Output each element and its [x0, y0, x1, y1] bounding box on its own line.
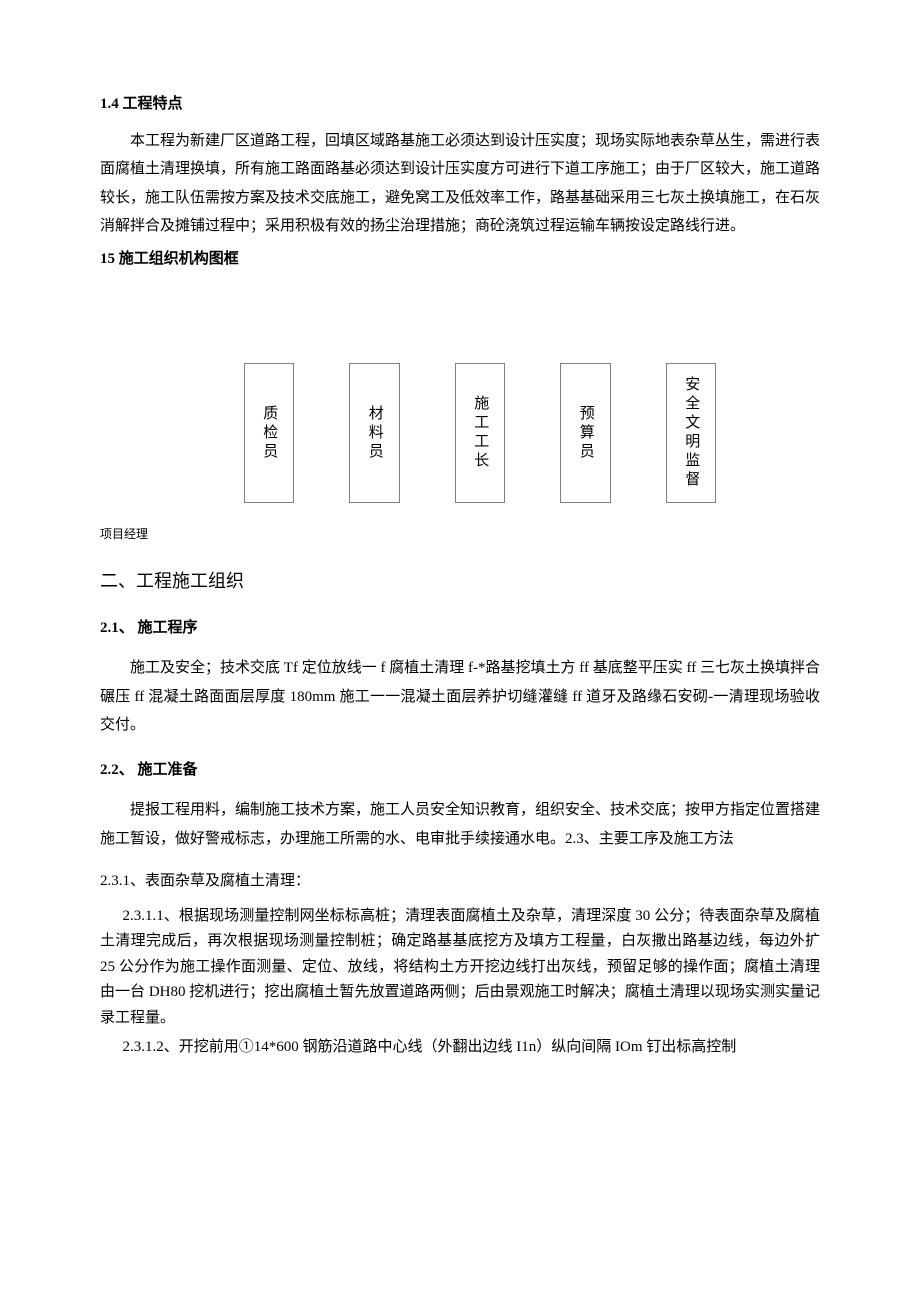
section-2-3-1-p2: 2.3.1.2、开挖前用①14*600 钢筋沿道路中心线（外翻出边线 I1n）纵…: [100, 1035, 820, 1061]
org-box-quality: 质检员: [244, 363, 295, 503]
section-2-3-1-title: 2.3.1、表面杂草及腐植土清理：: [100, 867, 820, 896]
org-chart: 质检员 材料员 施工工长 预算员 安全文明监督: [100, 363, 820, 503]
section-1-4-body: 本工程为新建厂区道路工程，回填区域路基施工必须达到设计压实度；现场实际地表杂草丛…: [100, 127, 820, 241]
section-2-1-body: 施工及安全；技术交底 Tf 定位放线一 f 腐植土清理 f-*路基挖填土方 ff…: [100, 654, 820, 740]
section-2-title: 二、工程施工组织: [100, 564, 820, 598]
org-box-budget: 预算员: [560, 363, 611, 503]
org-box-foreman: 施工工长: [455, 363, 506, 503]
org-box-materials: 材料员: [349, 363, 400, 503]
section-1-4-title: 1.4 工程特点: [100, 90, 820, 119]
section-1-5-title: 15 施工组织机构图框: [100, 245, 820, 274]
project-manager-label: 项目经理: [100, 523, 820, 546]
org-box-safety: 安全文明监督: [666, 363, 717, 503]
section-2-2-body: 提报工程用料，编制施工技术方案，施工人员安全知识教育，组织安全、技术交底；按甲方…: [100, 796, 820, 853]
section-2-3-1-p1: 2.3.1.1、根据现场测量控制网坐标标高桩；清理表面腐植土及杂草，清理深度 3…: [100, 904, 820, 1032]
section-2-1-title: 2.1、 施工程序: [100, 614, 820, 643]
section-2-2-title: 2.2、 施工准备: [100, 756, 820, 785]
